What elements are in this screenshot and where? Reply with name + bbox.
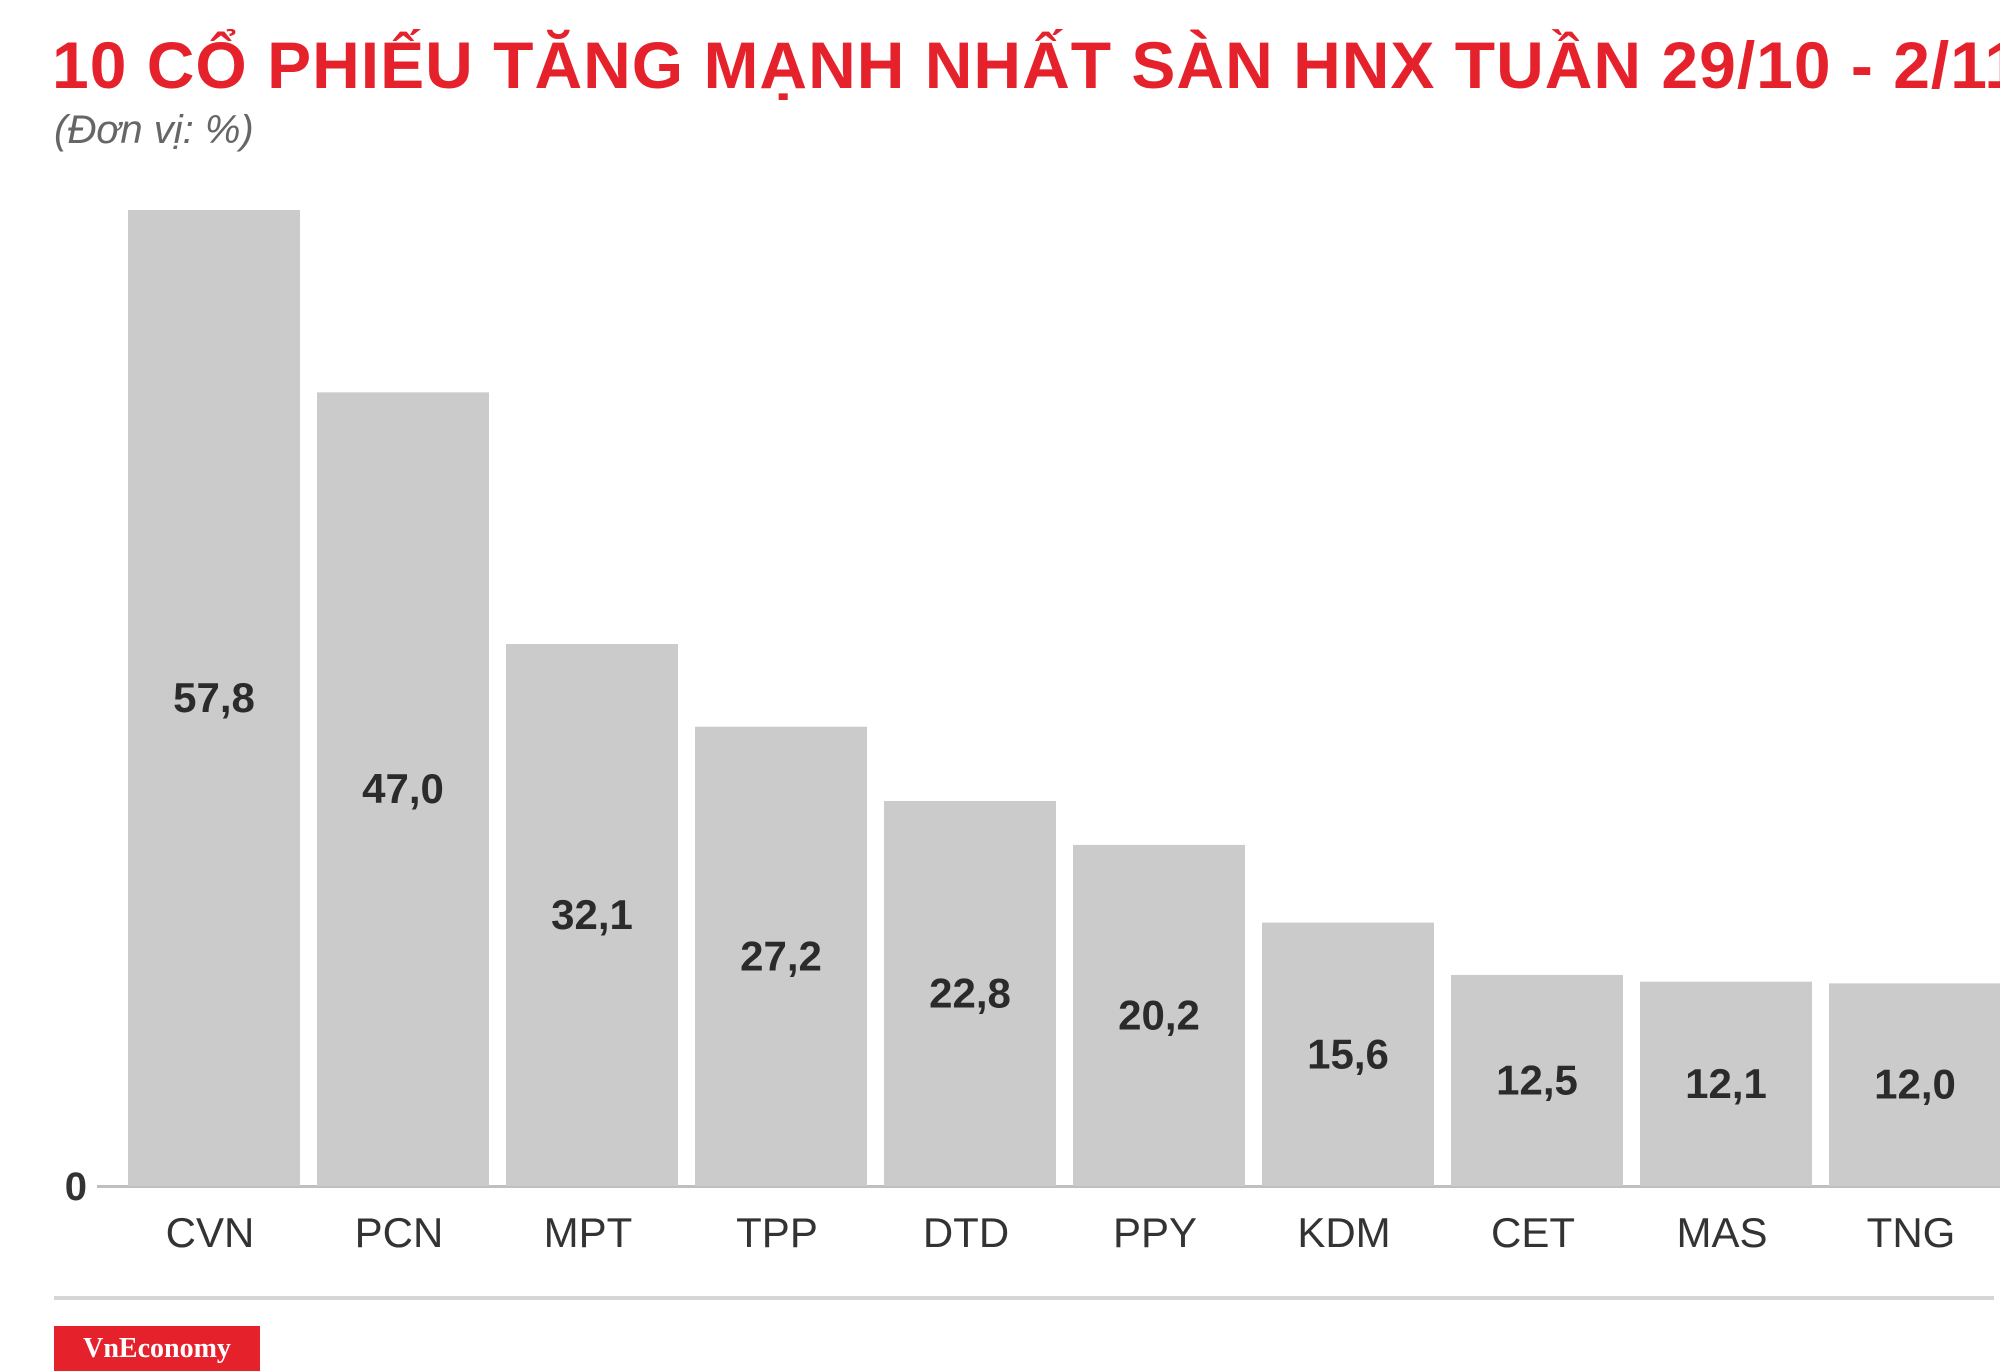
y-tick-label: 0 (65, 1165, 87, 1209)
x-tick-label-mas: MAS (1676, 1209, 1767, 1256)
data-label-mas: 12,1 (1685, 1060, 1767, 1107)
data-label-pcn: 47,0 (362, 765, 444, 812)
x-tick-label-kdm: KDM (1297, 1209, 1390, 1256)
bar-tng (1829, 983, 2000, 1186)
x-tick-label-cet: CET (1491, 1209, 1575, 1256)
x-tick-label-dtd: DTD (923, 1209, 1009, 1256)
bar-kdm (1262, 922, 1434, 1186)
bar-pcn (317, 392, 489, 1186)
x-tick-label-mpt: MPT (544, 1209, 633, 1256)
x-tick-label-tpp: TPP (736, 1209, 818, 1256)
chart-title: 10 CỔ PHIẾU TĂNG MẠNH NHẤT SÀN HNX TUẦN … (52, 28, 2000, 102)
data-label-cet: 12,5 (1496, 1056, 1578, 1103)
footer-divider (54, 1296, 1994, 1300)
data-label-tng: 12,0 (1874, 1061, 1956, 1108)
bar-chart: 0 57,8 CVN 47,0 PCN 32,1 MPT 27,2 TPP 22,8 DTD 20,2… (65, 210, 2000, 1256)
x-tick-label-tng: TNG (1867, 1209, 1956, 1256)
data-label-dtd: 22,8 (929, 970, 1011, 1017)
data-label-tpp: 27,2 (740, 932, 822, 979)
bar-dtd (884, 801, 1056, 1186)
chart-subtitle-unit: (Đơn vị: %) (54, 108, 254, 152)
data-label-ppy: 20,2 (1118, 991, 1200, 1038)
data-label-cvn: 57,8 (173, 674, 255, 721)
data-label-kdm: 15,6 (1307, 1030, 1389, 1077)
bar-mpt (506, 643, 678, 1186)
bar-cet (1451, 974, 1623, 1186)
x-tick-label-cvn: CVN (166, 1209, 255, 1256)
x-tick-label-ppy: PPY (1113, 1209, 1197, 1256)
x-tick-label-pcn: PCN (355, 1209, 444, 1256)
data-label-mpt: 32,1 (551, 891, 633, 938)
vneconomy-logo: VnEconomy (54, 1326, 260, 1371)
bar-tpp (695, 726, 867, 1186)
bar-cvn (128, 210, 300, 1186)
bar-ppy (1073, 844, 1245, 1186)
bar-mas (1640, 981, 1812, 1186)
